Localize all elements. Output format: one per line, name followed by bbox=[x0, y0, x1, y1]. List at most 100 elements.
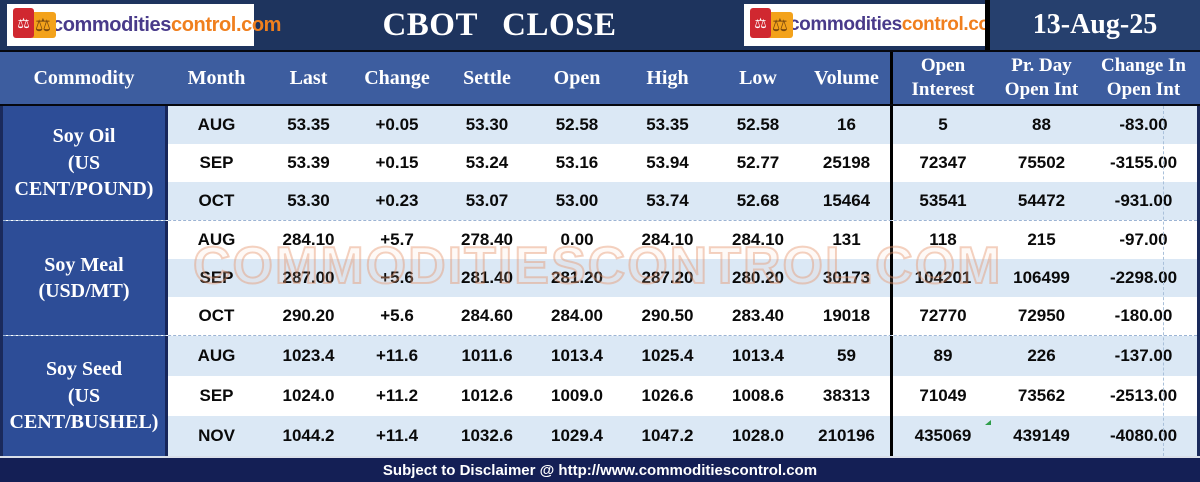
cell-volume: 16 bbox=[837, 115, 856, 134]
column-header-change-oi-line2: Open Int bbox=[1106, 79, 1181, 100]
cell-open-interest: 104201 bbox=[890, 259, 993, 297]
cell-volume: 59 bbox=[837, 346, 856, 365]
cell-last: 287.00 bbox=[282, 268, 335, 287]
cell-change-in-open-int: -137.00 bbox=[1114, 346, 1173, 365]
cell-change: +0.23 bbox=[375, 191, 419, 210]
cell-pr-day-open-int: 226 bbox=[1027, 346, 1056, 365]
orange-square-scales-icon: ⚖ bbox=[767, 12, 793, 38]
cell-open: 53.00 bbox=[555, 191, 599, 210]
cell-pr-day-open-int: 75502 bbox=[1017, 153, 1066, 172]
cell-settle: 1032.6 bbox=[461, 426, 513, 445]
cell-pr-day-open-int: 88 bbox=[1032, 115, 1051, 134]
column-header-pr-day-line1: Pr. Day bbox=[1011, 55, 1072, 77]
section-soy-seed: Soy Seed (US CENT/BUSHEL) AUG 1023.4 +11.6… bbox=[3, 335, 1197, 456]
commodity-name: Soy Oil bbox=[52, 125, 116, 148]
disclaimer-bar: Subject to Disclaimer @ http://www.commo… bbox=[0, 456, 1200, 482]
brand-name-part1: commodities bbox=[52, 13, 171, 36]
table-row: SEP 1024.0 +11.2 1012.6 1009.0 1026.6 1008.6 38… bbox=[168, 376, 1197, 416]
green-tick-mark bbox=[985, 420, 991, 425]
cell-open-interest: 435069 bbox=[890, 416, 993, 456]
date-separator bbox=[985, 0, 990, 50]
cell-pr-day-open-int: 54472 bbox=[1017, 191, 1066, 210]
cell-volume: 30173 bbox=[822, 268, 871, 287]
scales-icon: ⚖ ⚖ bbox=[11, 6, 61, 44]
cell-change-in-open-int: -4080.00 bbox=[1109, 426, 1178, 445]
brand-name-part2: control.com bbox=[170, 13, 282, 36]
cell-settle: 53.24 bbox=[465, 153, 509, 172]
cell-month: AUG bbox=[197, 230, 236, 249]
cell-change-in-open-int: -83.00 bbox=[1119, 115, 1168, 134]
cell-volume: 210196 bbox=[818, 426, 875, 445]
cell-high: 1026.6 bbox=[641, 386, 694, 405]
column-header-change: Change bbox=[364, 66, 430, 89]
cell-volume: 25198 bbox=[822, 153, 871, 172]
section-rows: AUG 1023.4 +11.6 1011.6 1013.4 1025.4 1013.4 59… bbox=[168, 336, 1197, 456]
brand-logo-left[interactable]: ⚖ ⚖ commoditiescontrol.com bbox=[7, 4, 281, 46]
cell-change: +5.7 bbox=[380, 230, 414, 249]
cell-volume: 131 bbox=[832, 230, 861, 249]
section-soy-oil: Soy Oil (US CENT/POUND) AUG 53.35 +0.05 53.… bbox=[3, 106, 1197, 220]
table-row: AUG 284.10 +5.7 278.40 0.00 284.10 284.10 131 11… bbox=[168, 221, 1197, 259]
cell-change-in-open-int: -931.00 bbox=[1114, 191, 1173, 210]
cell-change: +11.6 bbox=[375, 346, 419, 365]
cell-high: 53.74 bbox=[646, 191, 689, 210]
cell-month: SEP bbox=[199, 386, 234, 405]
cell-low: 284.10 bbox=[732, 230, 784, 249]
cell-open-interest: 72347 bbox=[890, 144, 993, 182]
table-row: NOV 1044.2 +11.4 1032.6 1029.4 1047.2 1028.0 21… bbox=[168, 416, 1197, 456]
cell-low: 52.77 bbox=[736, 153, 780, 172]
column-header-open: Open bbox=[553, 66, 601, 89]
table-row: SEP 53.39 +0.15 53.24 53.16 53.94 52.77 25198 72… bbox=[168, 144, 1197, 182]
brand-name: commoditiescontrol.com bbox=[52, 14, 281, 37]
cell-open: 1009.0 bbox=[551, 386, 603, 405]
brand-name: commoditiescontrol.com bbox=[789, 14, 1007, 36]
cell-last: 53.35 bbox=[287, 115, 330, 134]
table-row: OCT 290.20 +5.6 284.60 284.00 290.50 283.40 190… bbox=[168, 297, 1197, 335]
cell-low: 52.58 bbox=[736, 115, 780, 134]
cell-month: AUG bbox=[197, 115, 236, 134]
cell-volume: 15464 bbox=[822, 191, 871, 210]
commodity-label-soy-meal: Soy Meal (USD/MT) bbox=[3, 221, 168, 335]
cell-low: 52.68 bbox=[736, 191, 780, 210]
cell-last: 1024.0 bbox=[282, 386, 335, 405]
brand-logo-right[interactable]: ⚖ ⚖ commoditiescontrol.com bbox=[744, 4, 1007, 46]
cell-month: AUG bbox=[197, 346, 236, 365]
cell-open-interest: 5 bbox=[890, 106, 993, 144]
cell-last: 1044.2 bbox=[282, 426, 335, 445]
cell-last: 284.10 bbox=[282, 230, 335, 249]
cell-change: +11.2 bbox=[375, 386, 419, 405]
column-header-high: High bbox=[646, 66, 689, 89]
commodity-name: Soy Meal bbox=[44, 253, 124, 276]
table-row: AUG 53.35 +0.05 53.30 52.58 53.35 52.58 16 5 88 -8… bbox=[168, 106, 1197, 144]
cell-open: 281.20 bbox=[551, 268, 603, 287]
cell-high: 1025.4 bbox=[641, 346, 694, 365]
cell-open: 0.00 bbox=[560, 230, 594, 249]
column-header-pr-day-line2: Open Int bbox=[1004, 79, 1079, 100]
commodity-name: Soy Seed bbox=[45, 358, 123, 381]
cell-open-interest: 118 bbox=[890, 221, 993, 259]
commodity-label-soy-oil: Soy Oil (US CENT/POUND) bbox=[3, 106, 168, 220]
cell-change-in-open-int: -2513.00 bbox=[1109, 386, 1178, 405]
cell-settle: 53.07 bbox=[465, 191, 509, 210]
cell-settle: 53.30 bbox=[465, 115, 509, 134]
cell-volume: 38313 bbox=[822, 386, 871, 405]
cell-high: 287.20 bbox=[641, 268, 694, 287]
commodity-unit-line1: (US bbox=[67, 151, 101, 174]
commodity-label-soy-seed: Soy Seed (US CENT/BUSHEL) bbox=[3, 336, 168, 456]
cell-change: +5.6 bbox=[380, 306, 414, 325]
cell-open-interest: 71049 bbox=[890, 376, 993, 416]
column-header-change-oi-line1: Change In bbox=[1101, 55, 1186, 77]
section-rows: AUG 284.10 +5.7 278.40 0.00 284.10 284.10 131 11… bbox=[168, 221, 1197, 335]
cell-change: +0.05 bbox=[375, 115, 419, 134]
cell-change: +0.15 bbox=[375, 153, 419, 172]
cell-change-in-open-int: -180.00 bbox=[1114, 306, 1173, 325]
table-header-row: Commodity Month Last Change Settle Open … bbox=[0, 50, 1200, 106]
cell-open-interest: 53541 bbox=[890, 182, 993, 220]
disclaimer-text: Subject to Disclaimer @ http://www.commo… bbox=[382, 461, 818, 479]
column-header-settle: Settle bbox=[463, 66, 511, 89]
section-soy-meal: Soy Meal (USD/MT) AUG 284.10 +5.7 278.40 0.0… bbox=[3, 220, 1197, 335]
cell-change-in-open-int: -3155.00 bbox=[1109, 153, 1178, 172]
red-square-scales-icon: ⚖ bbox=[13, 8, 34, 38]
commodity-unit-line1: (USD/MT) bbox=[38, 280, 130, 302]
